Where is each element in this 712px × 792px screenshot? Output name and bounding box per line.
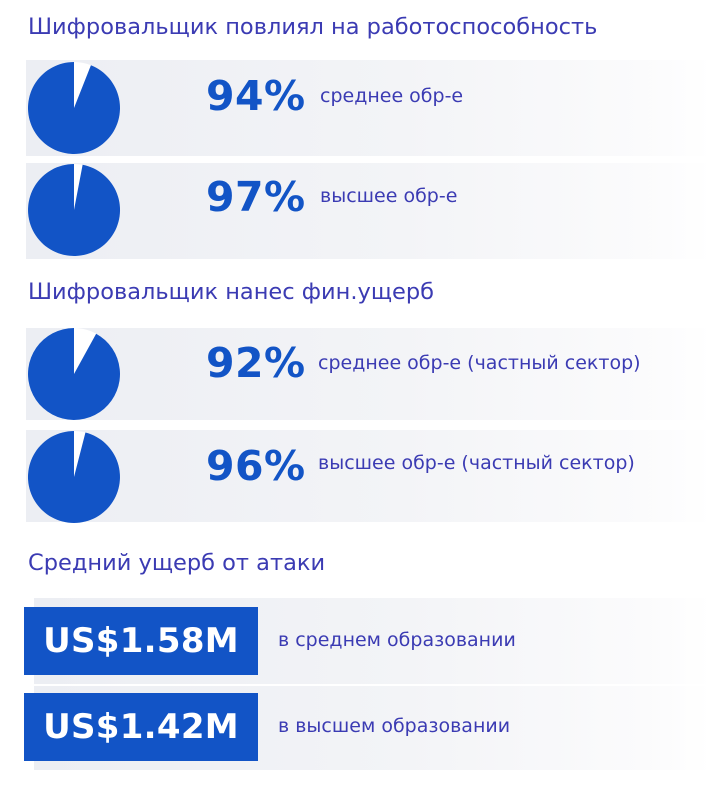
section-title-average-damage: Средний ущерб от атаки: [28, 550, 326, 576]
percentage-value: 97%: [206, 173, 306, 221]
pie-slice-filled: [28, 164, 121, 256]
pie-chart-higher-performance: [28, 164, 121, 256]
pie-chart-secondary-financial: [27, 328, 120, 420]
percentage-value: 94%: [206, 72, 306, 120]
stat-description: среднее обр-е: [320, 85, 464, 107]
stat-description: в высшем образовании: [278, 715, 511, 737]
stat-row-band: [26, 430, 712, 522]
section-title-performance: Шифровальщик повлиял на работоспособност…: [28, 14, 598, 40]
damage-amount-value: US$1.58M: [43, 621, 239, 661]
pie-slice-filled: [27, 431, 120, 523]
pie-chart-higher-financial: [27, 431, 120, 523]
section-title-financial-damage: Шифровальщик нанес фин.ущерб: [28, 279, 435, 305]
percentage-value: 92%: [206, 339, 306, 387]
pie-slice-filled: [27, 328, 120, 420]
damage-amount-box: US$1.42M: [24, 693, 258, 761]
stat-row-band: [26, 328, 712, 420]
damage-amount-box: US$1.58M: [24, 607, 258, 675]
pie-chart-secondary-performance: [27, 62, 120, 154]
stat-description: высшее обр-е: [320, 185, 458, 207]
pie-slice-filled: [27, 62, 120, 154]
stat-row-band: [26, 163, 712, 259]
stat-description: среднее обр-е (частный сектор): [318, 352, 641, 374]
damage-amount-value: US$1.42M: [43, 707, 239, 747]
percentage-value: 96%: [206, 442, 306, 490]
stat-description: в среднем образовании: [278, 629, 516, 651]
stat-description: высшее обр-е (частный сектор): [318, 452, 635, 474]
stat-row-band: [26, 60, 712, 156]
